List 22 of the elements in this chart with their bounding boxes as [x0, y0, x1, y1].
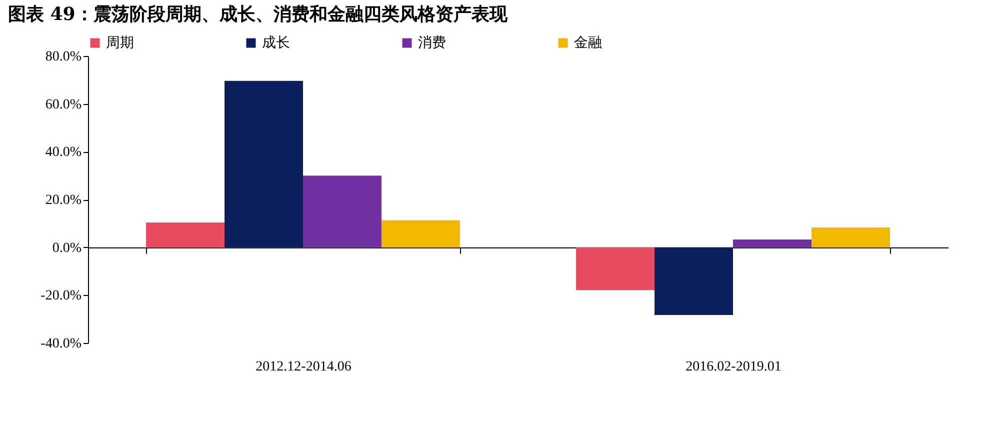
y-tick-label: 20.0%: [45, 193, 82, 208]
x-tick-label: 2016.02-2019.01: [686, 360, 782, 374]
y-tick-label: 60.0%: [45, 97, 82, 112]
y-tick-label: 0.0%: [52, 240, 82, 256]
chart-title: 图表 49：震荡阶段周期、成长、消费和金融四类风格资产表现: [8, 4, 508, 25]
legend-label: 金融: [574, 35, 602, 51]
legend-label: 消费: [418, 35, 446, 51]
y-tick-label: -20.0%: [40, 288, 82, 304]
y-tick-label: -40.0%: [40, 336, 82, 352]
bar: [733, 239, 812, 248]
y-tick-label: 80.0%: [45, 50, 82, 64]
bar: [811, 227, 890, 248]
bar: [381, 220, 460, 248]
y-tick-label: 40.0%: [45, 145, 82, 160]
x-tick-label: 2012.12-2014.06: [256, 360, 352, 374]
bar: [146, 222, 225, 248]
legend-label: 成长: [262, 35, 290, 51]
bar: [654, 247, 733, 316]
legend-label: 周期: [106, 35, 134, 51]
bar: [576, 247, 655, 290]
bar: [224, 80, 303, 248]
bar: [303, 176, 382, 248]
